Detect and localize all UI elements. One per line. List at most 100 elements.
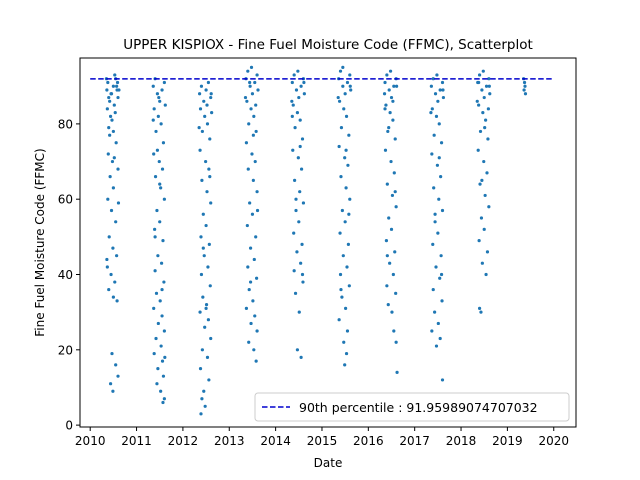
data-point [201, 246, 205, 250]
data-point [297, 310, 301, 314]
data-point [105, 257, 109, 262]
data-point [480, 178, 484, 182]
data-point [153, 269, 157, 273]
data-point [430, 152, 434, 156]
data-point [160, 88, 164, 92]
data-point [487, 205, 491, 209]
data-point [246, 265, 250, 269]
x-tick-label: 2016 [353, 434, 384, 448]
legend-box [254, 392, 570, 422]
data-point [209, 336, 213, 341]
data-point [159, 186, 163, 190]
data-point [161, 374, 166, 378]
data-point [522, 80, 527, 85]
data-point [255, 276, 259, 280]
data-point [247, 340, 251, 344]
data-point [392, 171, 396, 175]
data-point [523, 84, 527, 88]
data-point [252, 257, 256, 262]
data-point [106, 152, 110, 156]
data-point [385, 73, 389, 77]
data-point [343, 156, 347, 160]
data-point [299, 261, 303, 265]
data-point [204, 223, 208, 228]
data-point [341, 254, 345, 258]
x-tick-label: 2014 [260, 434, 291, 448]
data-point [392, 329, 396, 333]
data-point [478, 129, 483, 134]
data-point [477, 306, 482, 310]
data-point [488, 92, 492, 96]
data-point [209, 201, 213, 205]
data-point [382, 92, 387, 96]
data-point [477, 103, 481, 107]
data-point [108, 175, 112, 179]
data-point [298, 190, 302, 194]
data-point [394, 291, 398, 295]
data-point [113, 111, 117, 115]
data-point [438, 276, 442, 280]
data-point [440, 299, 444, 303]
data-point [436, 321, 440, 326]
data-point [204, 303, 209, 307]
data-point [157, 95, 161, 100]
data-point [151, 118, 155, 122]
data-point [297, 220, 301, 224]
data-point [388, 111, 392, 115]
data-point [250, 212, 255, 216]
data-point [483, 193, 487, 198]
data-point [343, 220, 347, 224]
data-point [152, 152, 156, 156]
data-point [151, 84, 155, 88]
data-point [116, 167, 120, 171]
data-point [484, 84, 489, 88]
data-point [485, 171, 489, 175]
data-point [206, 80, 210, 85]
data-point [251, 178, 255, 182]
data-point [160, 167, 165, 171]
data-point [344, 114, 349, 118]
data-point [113, 280, 117, 284]
data-point [393, 250, 397, 254]
data-point [252, 348, 256, 352]
legend-label: 90th percentile : 91.95989074707032 [299, 400, 538, 415]
data-point [249, 65, 254, 70]
data-point [433, 212, 437, 216]
data-point [249, 321, 253, 326]
data-point [155, 208, 159, 213]
data-point [244, 306, 249, 310]
data-point [383, 107, 387, 111]
data-point [111, 186, 115, 190]
data-point [432, 186, 436, 190]
data-point [106, 80, 110, 85]
data-point [154, 336, 158, 341]
data-point [395, 370, 399, 374]
data-point [251, 133, 255, 137]
x-tick-label: 2020 [538, 434, 569, 448]
data-point [110, 159, 115, 164]
data-point [200, 348, 204, 352]
data-point [254, 103, 258, 107]
data-point [156, 114, 160, 118]
data-point [209, 92, 213, 96]
data-point [389, 95, 394, 100]
data-point [159, 344, 163, 348]
data-point [111, 246, 115, 250]
data-point [249, 107, 253, 111]
data-point [390, 193, 395, 198]
data-point [248, 80, 252, 85]
data-point [383, 80, 387, 85]
data-point [386, 129, 390, 134]
data-point [481, 111, 485, 115]
data-point [394, 340, 398, 344]
y-axis-label: Fine Fuel Moisture Code (FFMC) [33, 148, 47, 336]
data-point [344, 148, 348, 152]
data-point [344, 186, 348, 190]
data-point [253, 159, 257, 164]
data-point [429, 111, 433, 115]
data-point [483, 126, 487, 130]
data-point [486, 107, 490, 111]
data-point [480, 261, 484, 265]
data-point [114, 220, 118, 224]
data-point [522, 88, 526, 92]
